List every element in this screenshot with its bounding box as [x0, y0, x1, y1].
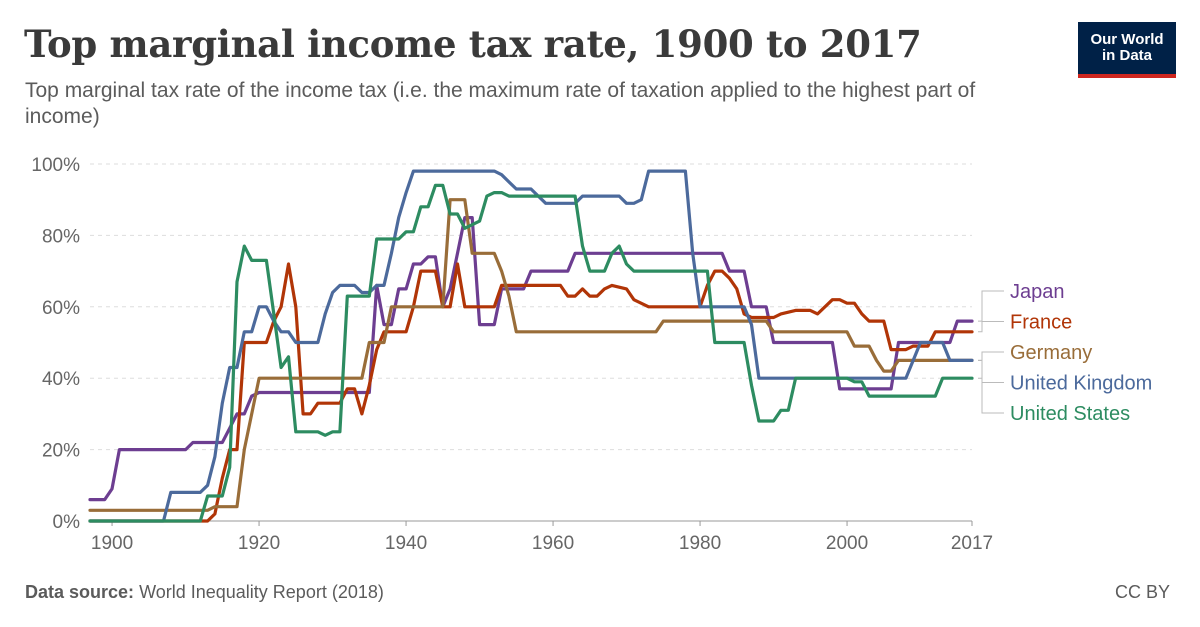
data-source-text[interactable]: World Inequality Report (2018) — [139, 582, 384, 602]
data-source-label: Data source: — [25, 582, 135, 602]
y-tick-label: 0% — [53, 512, 81, 533]
legend-label-united-states[interactable]: United States — [1010, 403, 1130, 425]
chart-subtitle: Top marginal tax rate of the income tax … — [25, 79, 976, 128]
axes: 0% 20% 40% 60% 80% 100% 1900 1920 1940 1960 1980 20… — [31, 155, 993, 554]
data-source: Data source: World Inequality Report (20… — [25, 582, 384, 603]
series-lines — [88, 169, 974, 523]
legend-connector-united-states — [978, 377, 1004, 414]
owid-logo[interactable]: Our World in Data — [1078, 22, 1176, 78]
legend-label-united-kingdom[interactable]: United Kingdom — [1010, 373, 1152, 395]
x-tick-label: 1920 — [238, 533, 280, 554]
legend-label-germany[interactable]: Germany — [1010, 342, 1092, 364]
y-tick-label: 60% — [42, 298, 80, 319]
x-tick-label: 1960 — [532, 533, 574, 554]
x-tick-label: 2017 — [951, 533, 993, 554]
legend-label-japan[interactable]: Japan — [1010, 281, 1065, 303]
y-tick-label: 100% — [31, 155, 80, 176]
series-line-france[interactable] — [88, 262, 974, 523]
y-tick-label: 80% — [42, 226, 80, 247]
legend-connector-japan — [978, 290, 1004, 322]
x-tick-label: 1900 — [91, 533, 133, 554]
series-line-japan[interactable] — [88, 216, 974, 502]
legend: Japan France Germany United Kingdom United S… — [978, 281, 1152, 425]
license[interactable]: CC BY — [1114, 582, 1170, 602]
x-tick-label: 1980 — [679, 533, 721, 554]
legend-connector-germany — [978, 351, 1004, 361]
logo-line-2: in Data — [1101, 47, 1152, 64]
series-line-germany[interactable] — [88, 198, 974, 512]
series-line-united-kingdom[interactable] — [88, 169, 974, 523]
y-tick-label: 40% — [42, 369, 80, 390]
y-tick-label: 20% — [42, 441, 80, 462]
x-tick-label: 2000 — [826, 533, 868, 554]
series-line-united-states[interactable] — [88, 183, 974, 523]
legend-connector-united-kingdom — [978, 359, 1004, 383]
x-tick-label: 1940 — [385, 533, 427, 554]
chart-title: Top marginal income tax rate, 1900 to 20… — [24, 22, 922, 66]
logo-line-1: Our World — [1090, 31, 1164, 48]
legend-connector-france — [978, 321, 1004, 333]
legend-label-france[interactable]: France — [1010, 312, 1072, 334]
